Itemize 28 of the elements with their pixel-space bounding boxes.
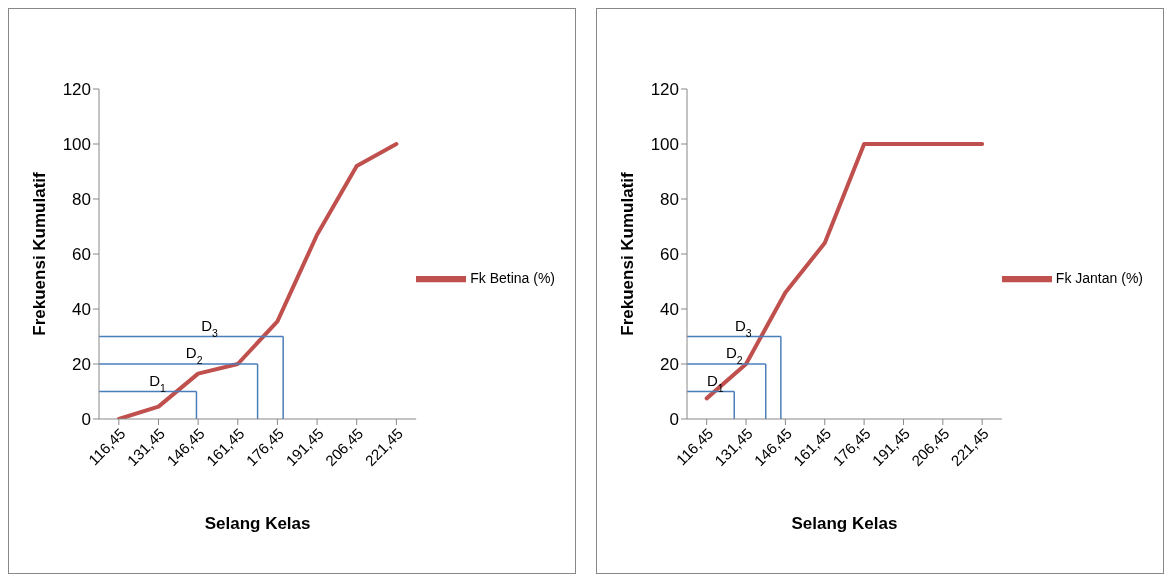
y-tick-label: 80 <box>72 190 91 210</box>
legend-label: Fk Jantan (%) <box>1055 269 1143 286</box>
ref-line-label: D$_{2}$ <box>725 344 743 366</box>
y-tick-label: 100 <box>650 135 679 155</box>
line-series <box>116 142 399 419</box>
ref-line-label: D$_{2}$ <box>185 344 203 366</box>
y-tick-label: 120 <box>62 80 91 100</box>
x-axis-title: Selang Kelas <box>791 514 898 533</box>
line-series <box>704 142 985 401</box>
y-tick-label: 80 <box>660 190 679 210</box>
y-tick-label: 120 <box>650 80 679 100</box>
ref-line-label: D$_{3}$ <box>201 316 218 339</box>
y-tick-label: 40 <box>660 300 679 320</box>
y-tick-label: 100 <box>62 135 91 155</box>
legend-label: Fk Betina (%) <box>470 269 555 286</box>
y-tick-label: 20 <box>72 355 91 375</box>
ref-line-label: D$_{1}$ <box>149 371 166 394</box>
y-tick-label: 0 <box>669 410 679 430</box>
y-tick-label: 0 <box>81 410 91 430</box>
y-tick-label: 60 <box>72 245 91 265</box>
x-axis-title: Selang Kelas <box>204 514 311 533</box>
ref-line-label: D$_{1}$ <box>706 371 724 394</box>
y-axis-title: Frekuensi Kumulatif <box>618 171 638 336</box>
y-axis-title: Frekuensi Kumulatif <box>30 171 50 336</box>
y-tick-label: 40 <box>72 300 91 320</box>
y-tick-label: 60 <box>660 245 679 265</box>
y-tick-label: 20 <box>660 355 679 375</box>
ref-line-label: D$_{3}$ <box>734 316 752 339</box>
